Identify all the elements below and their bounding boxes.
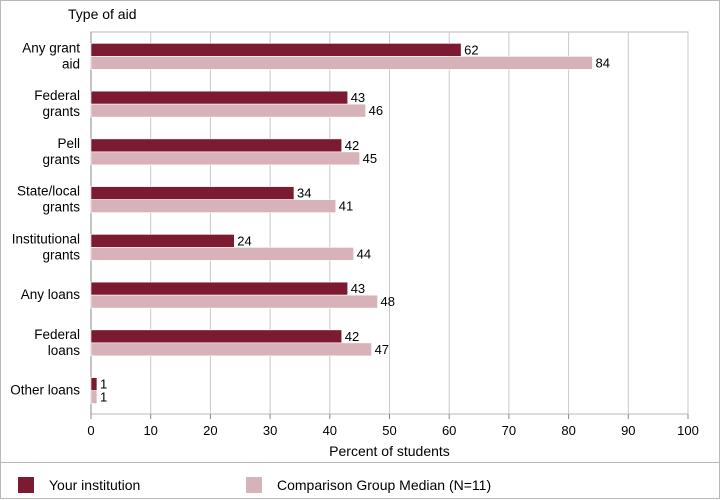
bar-value-label: 48 [381, 294, 395, 309]
x-tick-label: 60 [442, 423, 456, 438]
bar [90, 247, 354, 261]
legend-label: Comparison Group Median (N=11) [277, 477, 492, 493]
x-tick-label: 0 [87, 423, 94, 438]
category-label: Federal [34, 327, 80, 342]
x-tick-label: 50 [382, 423, 396, 438]
bar-value-label: 1 [100, 390, 107, 405]
legend-label: Your institution [49, 477, 141, 493]
bar [90, 234, 235, 248]
bar [90, 56, 593, 70]
bar-value-label: 62 [464, 42, 478, 57]
category-label: Federal [34, 88, 80, 103]
x-tick-label: 90 [621, 423, 635, 438]
legend: Your institution Comparison Group Median… [0, 462, 720, 500]
x-tick-label: 20 [203, 423, 217, 438]
bar-value-label: 24 [237, 233, 251, 248]
x-axis-title: Percent of students [329, 443, 450, 459]
bar-value-label: 46 [369, 103, 383, 118]
bar [90, 151, 360, 166]
bar-value-label: 41 [339, 199, 353, 214]
bar [90, 90, 349, 105]
bar [90, 377, 98, 391]
bar [90, 329, 343, 344]
category-label: grants [42, 200, 80, 215]
bar-value-label: 1 [100, 377, 107, 392]
legend-item-comparison-group: Comparison Group Median (N=11) [246, 475, 491, 495]
bar [90, 281, 349, 296]
bar-value-label: 44 [357, 246, 371, 261]
x-tick-label: 100 [677, 423, 699, 438]
bar [90, 43, 462, 57]
bar-value-label: 84 [595, 55, 609, 70]
bar-value-label: 42 [345, 329, 359, 344]
bar-chart: 0 10 20 30 40 50 60 70 80 90 100 Percent of student… [10, 31, 699, 459]
bar [90, 138, 343, 153]
category-label: Pell [57, 136, 80, 151]
bar [90, 186, 295, 200]
category-label: State/local [17, 184, 80, 199]
bar-value-label: 45 [363, 151, 377, 166]
category-label: loans [48, 343, 81, 358]
category-label: grants [42, 247, 80, 262]
bar-value-label: 42 [345, 138, 359, 153]
bar-value-label: 47 [375, 342, 389, 357]
x-tick-label: 80 [561, 423, 575, 438]
category-label: Institutional [12, 231, 80, 246]
bar [90, 390, 98, 404]
y-axis-title: Type of aid [68, 6, 137, 22]
legend-swatch [246, 477, 262, 493]
bar [90, 103, 366, 118]
x-tick-label: 30 [263, 423, 277, 438]
bar-value-label: 34 [297, 186, 311, 201]
category-label: Other loans [10, 383, 80, 398]
bar-value-label: 43 [351, 281, 365, 296]
category-label: Any grant [22, 40, 80, 55]
category-label: aid [62, 56, 80, 71]
x-tick-label: 40 [323, 423, 337, 438]
category-label: grants [42, 152, 80, 167]
x-tick-label: 10 [143, 423, 157, 438]
category-label: Any loans [21, 287, 81, 302]
bar [90, 294, 378, 309]
category-label: grants [42, 104, 80, 119]
bar [90, 199, 337, 213]
legend-item-your-institution: Your institution [18, 475, 140, 495]
bar [90, 342, 372, 357]
legend-swatch [18, 477, 34, 493]
x-tick-label: 70 [502, 423, 516, 438]
bar-value-label: 43 [351, 90, 365, 105]
